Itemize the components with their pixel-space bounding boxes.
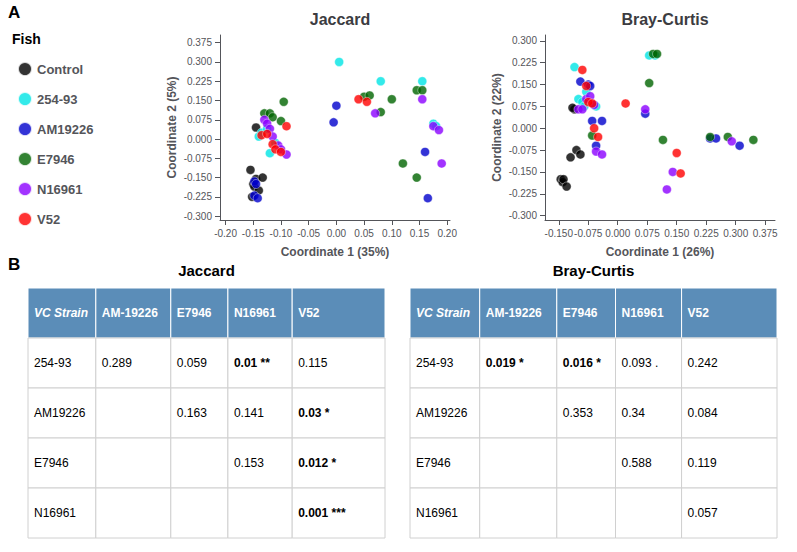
svg-text:AM19226: AM19226 — [34, 406, 86, 420]
svg-text:0.225: 0.225 — [187, 76, 212, 87]
svg-text:0.084: 0.084 — [688, 406, 718, 420]
svg-text:0.057: 0.057 — [688, 506, 718, 520]
svg-text:-0.225: -0.225 — [184, 191, 213, 202]
svg-text:0.300: 0.300 — [187, 56, 212, 67]
svg-text:N16961: N16961 — [416, 506, 458, 520]
svg-text:254-93: 254-93 — [34, 356, 72, 370]
svg-text:0.016 *: 0.016 * — [563, 356, 601, 370]
svg-text:E7946: E7946 — [177, 306, 212, 320]
svg-text:Bray-Curtis: Bray-Curtis — [553, 262, 635, 279]
svg-text:-0.05: -0.05 — [297, 228, 320, 239]
svg-text:AM-19226: AM-19226 — [486, 306, 542, 320]
svg-text:V52: V52 — [688, 306, 710, 320]
svg-text:254-93: 254-93 — [37, 92, 77, 107]
svg-text:V52: V52 — [37, 212, 60, 227]
svg-text:Jaccard: Jaccard — [310, 11, 371, 28]
svg-text:AM19226: AM19226 — [416, 406, 468, 420]
svg-text:0.001 ***: 0.001 *** — [298, 506, 346, 520]
svg-text:0.150: 0.150 — [664, 228, 689, 239]
svg-text:0.242: 0.242 — [688, 356, 718, 370]
svg-text:0.375: 0.375 — [753, 228, 778, 239]
svg-text:0.141: 0.141 — [234, 406, 264, 420]
svg-text:-0.075: -0.075 — [509, 145, 538, 156]
svg-text:0.03 *: 0.03 * — [298, 406, 330, 420]
svg-text:-0.20: -0.20 — [214, 228, 237, 239]
svg-text:0.012 *: 0.012 * — [298, 456, 336, 470]
svg-text:0.000: 0.000 — [187, 134, 212, 145]
svg-text:Fish: Fish — [12, 31, 41, 47]
svg-text:0.20: 0.20 — [437, 228, 457, 239]
svg-text:-0.150: -0.150 — [545, 228, 574, 239]
svg-text:0.119: 0.119 — [688, 456, 717, 470]
svg-text:0.300: 0.300 — [512, 35, 537, 46]
svg-text:-0.075: -0.075 — [184, 153, 213, 164]
svg-text:V52: V52 — [298, 306, 320, 320]
svg-text:0.01 **: 0.01 ** — [234, 356, 270, 370]
svg-text:0.163: 0.163 — [177, 406, 207, 420]
svg-text:Bray-Curtis: Bray-Curtis — [621, 11, 708, 28]
svg-text:0.059: 0.059 — [177, 356, 207, 370]
svg-text:-0.15: -0.15 — [242, 228, 265, 239]
svg-text:AM-19226: AM-19226 — [102, 306, 158, 320]
svg-text:0.375: 0.375 — [187, 37, 212, 48]
svg-text:A: A — [8, 3, 20, 22]
svg-text:0.093 .: 0.093 . — [622, 356, 659, 370]
svg-text:0.150: 0.150 — [187, 95, 212, 106]
svg-text:0.34: 0.34 — [622, 406, 646, 420]
svg-text:E7946: E7946 — [37, 152, 75, 167]
svg-text:-0.300: -0.300 — [184, 211, 213, 222]
svg-text:B: B — [8, 255, 20, 274]
svg-text:E7946: E7946 — [563, 306, 598, 320]
svg-text:0.000: 0.000 — [605, 228, 630, 239]
svg-text:0.150: 0.150 — [512, 79, 537, 90]
svg-text:254-93: 254-93 — [416, 356, 454, 370]
svg-text:0.10: 0.10 — [382, 228, 402, 239]
svg-text:0.019 *: 0.019 * — [486, 356, 524, 370]
svg-text:N16961: N16961 — [37, 182, 83, 197]
svg-text:Coordinate 2 (5%): Coordinate 2 (5%) — [165, 76, 179, 178]
svg-text:VC Strain: VC Strain — [416, 306, 470, 320]
svg-text:VC Strain: VC Strain — [34, 306, 88, 320]
svg-text:AM19226: AM19226 — [37, 122, 93, 137]
svg-text:Coordinate 1 (26%): Coordinate 1 (26%) — [606, 245, 715, 259]
svg-text:0.00: 0.00 — [327, 228, 347, 239]
svg-text:0.153: 0.153 — [234, 456, 264, 470]
svg-text:-0.225: -0.225 — [509, 188, 538, 199]
svg-text:0.353: 0.353 — [563, 406, 593, 420]
svg-text:N16961: N16961 — [34, 506, 76, 520]
svg-text:E7946: E7946 — [34, 456, 69, 470]
svg-text:Coordinate 2 (22%): Coordinate 2 (22%) — [490, 73, 504, 182]
svg-text:0.15: 0.15 — [410, 228, 430, 239]
svg-text:N16961: N16961 — [622, 306, 664, 320]
svg-text:0.588: 0.588 — [622, 456, 652, 470]
svg-text:Coordinate 1 (35%): Coordinate 1 (35%) — [281, 245, 390, 259]
svg-text:Control: Control — [37, 62, 83, 77]
svg-text:0.05: 0.05 — [354, 228, 374, 239]
svg-text:0.289: 0.289 — [102, 356, 132, 370]
svg-text:-0.150: -0.150 — [184, 172, 213, 183]
svg-text:N16961: N16961 — [234, 306, 276, 320]
svg-text:0.000: 0.000 — [512, 123, 537, 134]
svg-text:-0.075: -0.075 — [574, 228, 603, 239]
svg-text:Jaccard: Jaccard — [178, 262, 235, 279]
svg-text:0.115: 0.115 — [298, 356, 327, 370]
svg-text:0.225: 0.225 — [694, 228, 719, 239]
svg-text:0.075: 0.075 — [635, 228, 660, 239]
svg-text:0.075: 0.075 — [512, 101, 537, 112]
svg-text:-0.300: -0.300 — [509, 210, 538, 221]
svg-text:E7946: E7946 — [416, 456, 451, 470]
svg-text:0.075: 0.075 — [187, 114, 212, 125]
svg-text:0.225: 0.225 — [512, 57, 537, 68]
svg-text:-0.10: -0.10 — [270, 228, 293, 239]
svg-text:-0.150: -0.150 — [509, 166, 538, 177]
svg-text:0.300: 0.300 — [723, 228, 748, 239]
